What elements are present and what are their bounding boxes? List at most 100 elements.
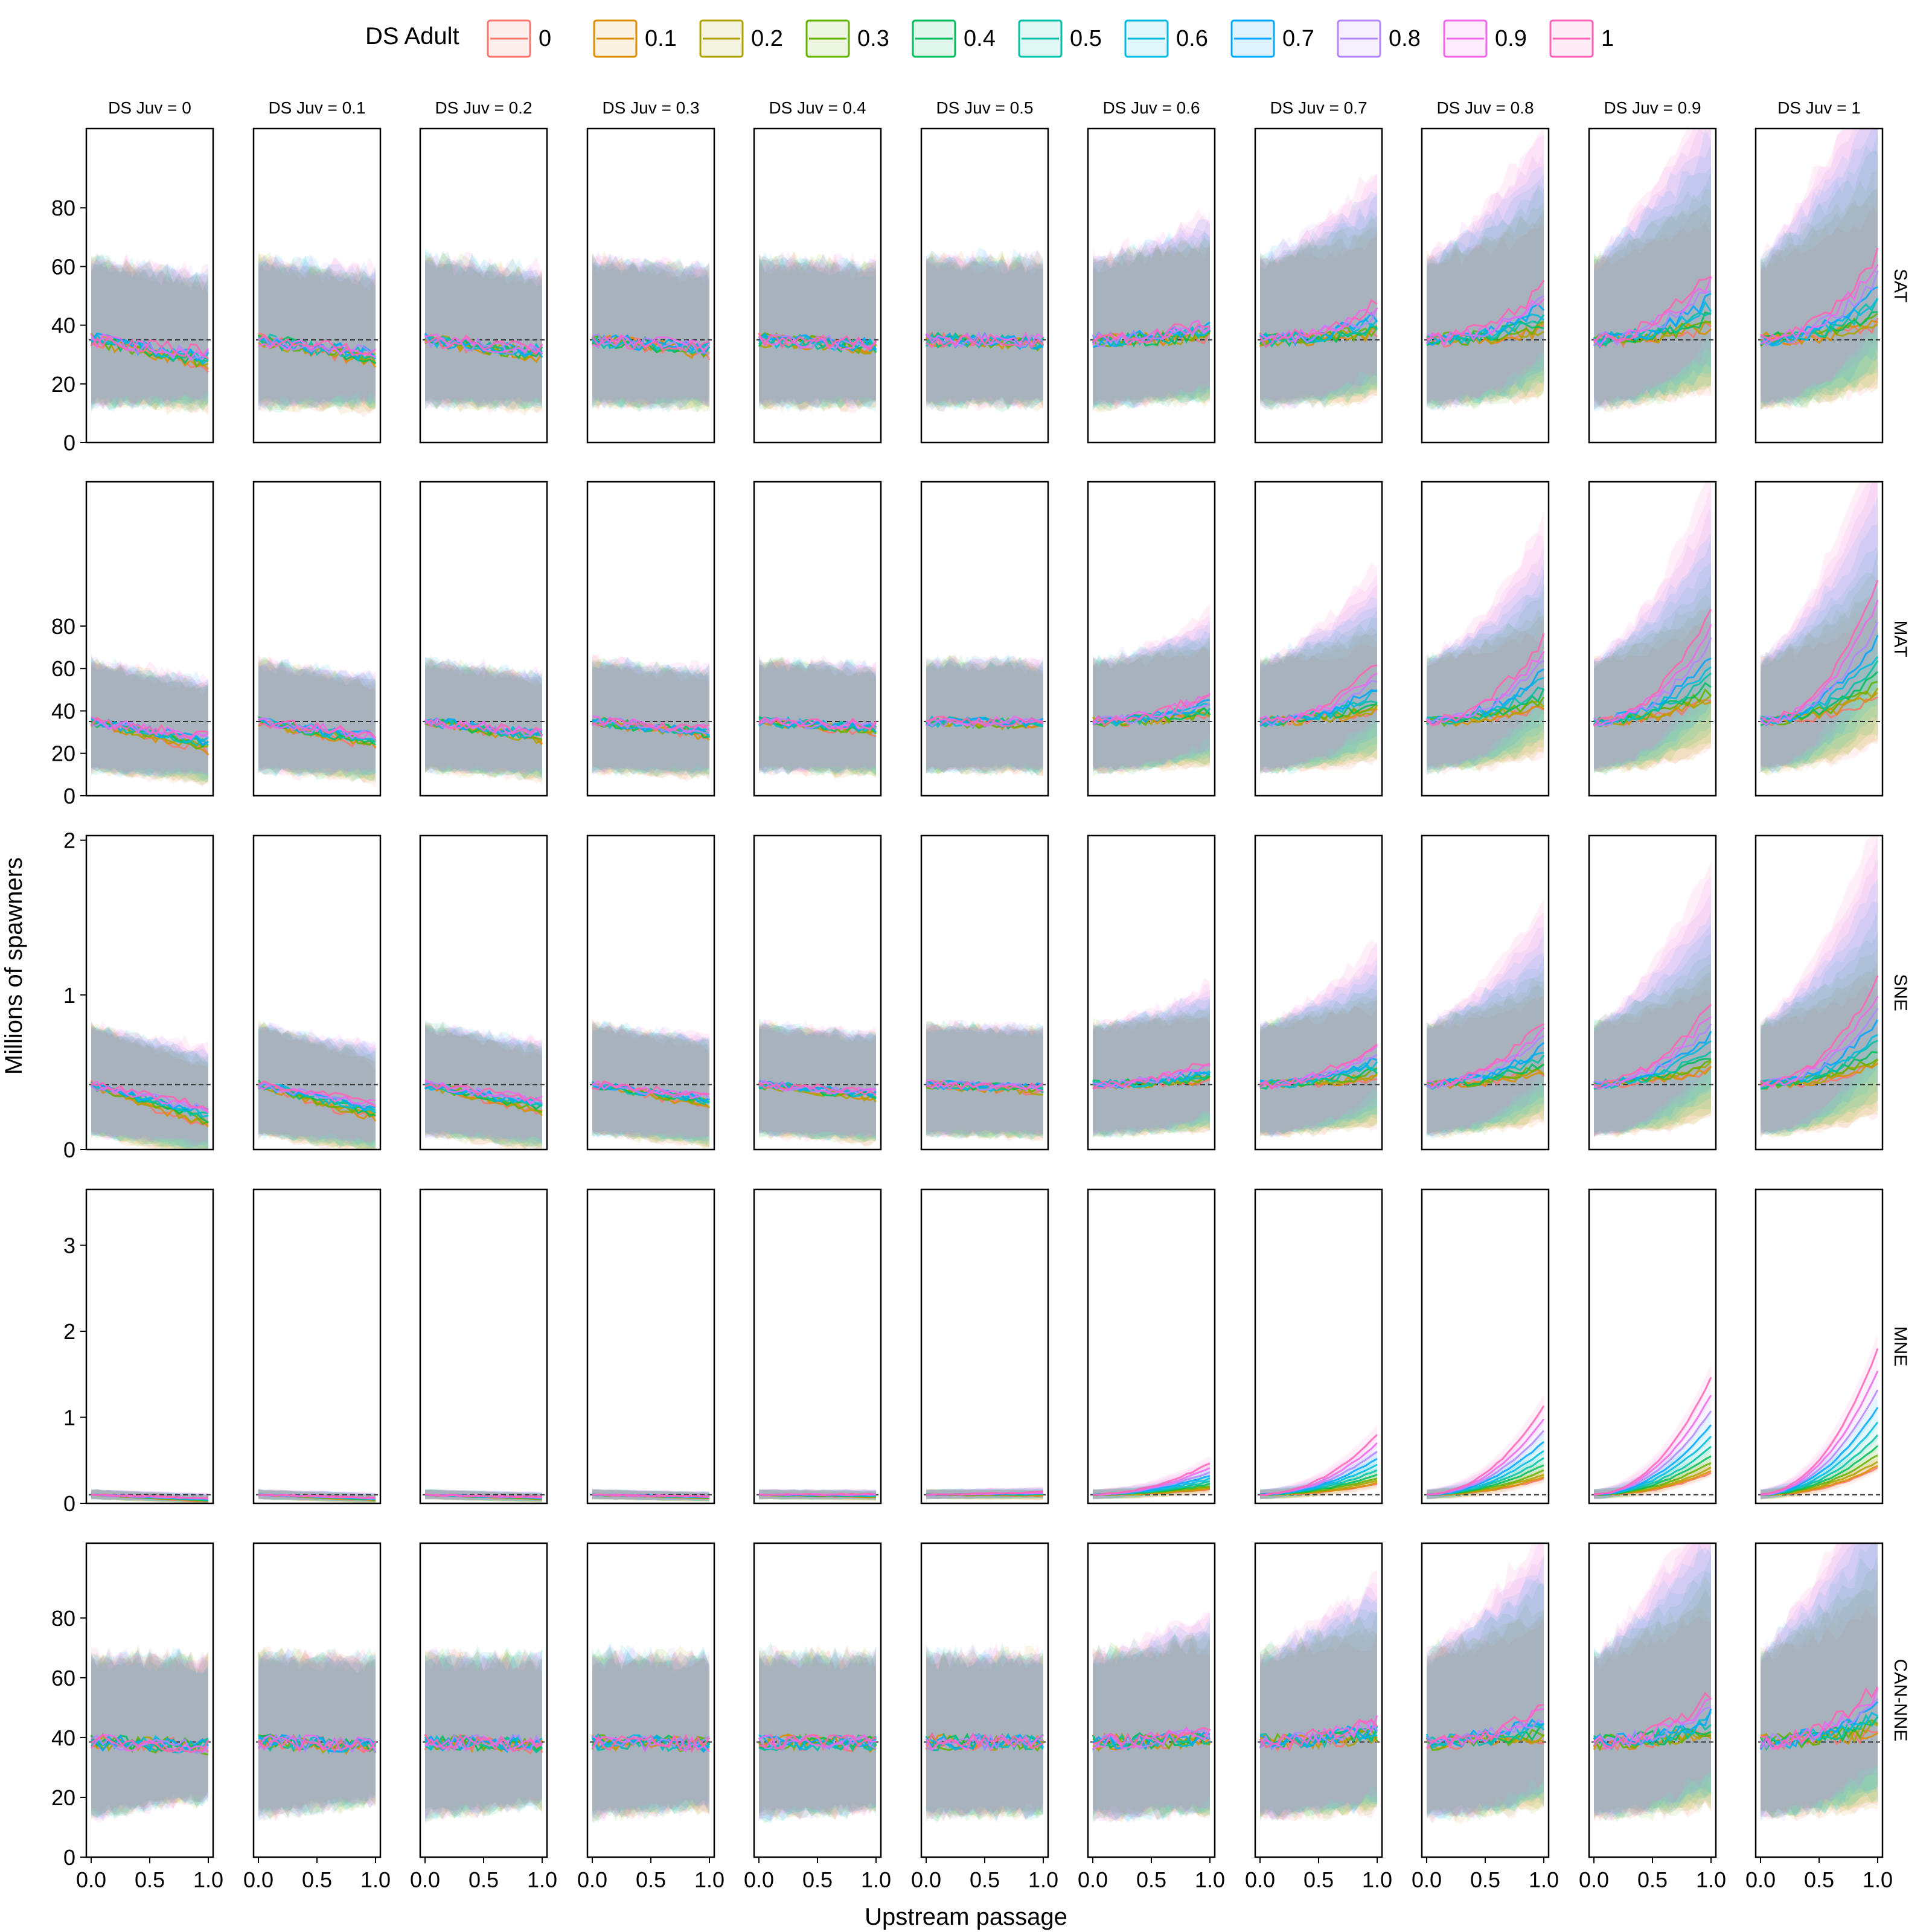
ribbon-ds-adult-0.4 — [258, 661, 376, 782]
series-line-ds-adult-1 — [1593, 1003, 1712, 1087]
panel-border — [1087, 834, 1216, 1151]
ribbon-ds-adult-0.6 — [1093, 1623, 1210, 1822]
ribbon-ds-adult-0.8 — [926, 656, 1043, 773]
panel-background — [1255, 836, 1382, 1150]
ribbon-ds-adult-0.1 — [425, 1648, 542, 1820]
ribbon-ds-adult-0.5 — [1761, 1543, 1878, 1818]
x-tick-label: 0.0 — [744, 1867, 774, 1892]
series-line-ds-adult-0.9 — [258, 718, 377, 740]
facet-row-label: MAT — [1890, 620, 1910, 657]
ribbon-ds-adult-0.4 — [425, 659, 542, 781]
panel-background — [254, 129, 380, 443]
series-line-ds-adult-1 — [1593, 1377, 1712, 1495]
facet-panel — [252, 1188, 382, 1505]
panel-border — [586, 834, 715, 1151]
y-tick-label: 80 — [51, 614, 75, 639]
ribbon-ds-adult-1 — [258, 657, 376, 776]
ribbon-ds-adult-0.5 — [425, 1645, 542, 1823]
ribbon-ds-adult-0.3 — [1594, 594, 1711, 774]
ribbon-ds-adult-0.2 — [1260, 1000, 1377, 1138]
facet-panel — [252, 481, 382, 797]
ribbon-ds-adult-0.9 — [1260, 1582, 1377, 1820]
ribbon-ds-adult-0.4 — [1594, 173, 1711, 409]
ribbon-ds-adult-0.3 — [1260, 626, 1377, 775]
ribbon-ds-adult-1 — [425, 1026, 542, 1142]
panel-border — [1421, 481, 1550, 797]
panel-background — [754, 129, 881, 443]
ribbon-ds-adult-1 — [1093, 605, 1210, 771]
ribbon-ds-adult-1 — [926, 1643, 1043, 1822]
ribbon-ds-adult-0.1 — [1260, 232, 1377, 407]
facet-panel — [920, 1542, 1049, 1858]
ribbon-ds-adult-0.7 — [425, 1647, 542, 1822]
ribbon-ds-adult-0.2 — [926, 249, 1043, 411]
ribbon-ds-adult-0.2 — [759, 1020, 876, 1145]
ribbon-ds-adult-0.6 — [1260, 1598, 1377, 1822]
series-line-ds-adult-0.6 — [1760, 1034, 1878, 1087]
series-line-ds-adult-1 — [1760, 248, 1879, 341]
facet-panel — [419, 1542, 548, 1858]
series-line-ds-adult-1 — [926, 1491, 1044, 1496]
ribbon-ds-adult-0.7 — [592, 1020, 709, 1141]
panel-background — [420, 1543, 547, 1857]
panel-border — [1588, 127, 1717, 444]
ribbon-ds-adult-0.2 — [1594, 972, 1711, 1137]
series-line-ds-adult-0.8 — [1426, 659, 1544, 724]
panel-background — [1756, 482, 1882, 796]
ribbon-ds-adult-0.4 — [926, 654, 1043, 776]
panel-border — [419, 1188, 548, 1505]
ribbon-ds-adult-0.9 — [926, 654, 1043, 774]
ribbon-ds-adult-0.1 — [592, 250, 709, 411]
facet-panel — [1254, 127, 1383, 444]
ribbon-ds-adult-0.3 — [91, 1644, 208, 1817]
ribbon-ds-adult-0.7 — [1260, 1593, 1377, 1819]
facet-column-label: DS Juv = 0.8 — [1436, 98, 1534, 117]
ribbon-ds-adult-0.7 — [425, 248, 542, 409]
legend-label: 0 — [539, 26, 551, 51]
series-line-ds-adult-0.9 — [424, 1735, 543, 1751]
facet-column-label: DS Juv = 0.4 — [769, 98, 866, 117]
panel-background — [1088, 129, 1215, 443]
series-line-ds-adult-0.9 — [258, 1083, 376, 1105]
facet-panel — [1588, 1542, 1717, 1858]
ribbon-ds-adult-0.7 — [1427, 167, 1544, 411]
panel-border — [252, 1188, 382, 1505]
series-line-ds-adult-1 — [424, 718, 543, 737]
series-line-ds-adult-1 — [592, 1493, 710, 1498]
ribbon-ds-adult-0.8 — [592, 1023, 709, 1142]
ribbon-ds-adult-0.1 — [1761, 970, 1878, 1137]
panel-background — [587, 482, 714, 796]
ribbon-ds-adult-0.5 — [1427, 958, 1544, 1137]
ribbon-ds-adult-0.6 — [926, 251, 1043, 411]
ribbon-ds-adult-0.3 — [926, 250, 1043, 411]
ribbon-ds-adult-0.7 — [258, 1026, 376, 1147]
series-line-ds-adult-1 — [424, 1083, 543, 1102]
panel-background — [1589, 1543, 1716, 1857]
facet-panel — [1087, 834, 1216, 1151]
series-line-ds-adult-0.4 — [1092, 1732, 1211, 1750]
ribbon-ds-adult-0.7 — [1260, 962, 1377, 1138]
facet-panel — [1421, 127, 1550, 444]
ribbon-ds-adult-0.3 — [1427, 1602, 1544, 1823]
ribbon-ds-adult-0.1 — [926, 656, 1043, 776]
ribbon-ds-adult-0.9 — [1594, 483, 1711, 769]
series-line-ds-adult-0.9 — [90, 333, 210, 360]
series-line-ds-adult-0.6 — [1426, 677, 1544, 726]
ribbon-ds-adult-0 — [1427, 1616, 1544, 1819]
x-tick-label: 1.0 — [1696, 1867, 1726, 1892]
ribbon-ds-adult-0 — [592, 254, 709, 412]
series-line-ds-adult-0.8 — [1759, 1698, 1879, 1750]
ribbon-ds-adult-0.4 — [91, 1649, 208, 1818]
panel-background — [1422, 1543, 1549, 1857]
series-line-ds-adult-0.9 — [91, 716, 209, 741]
ribbon-ds-adult-0.9 — [258, 1646, 376, 1818]
ribbon-ds-adult-0.3 — [425, 659, 542, 780]
panel-background — [86, 1543, 213, 1857]
ribbon-ds-adult-0.9 — [1260, 942, 1377, 1138]
ribbon-ds-adult-0.6 — [91, 1648, 208, 1820]
facet-panel — [85, 481, 214, 797]
ribbon-ds-adult-0.2 — [1761, 962, 1878, 1138]
ribbon-ds-adult-0.2 — [926, 1645, 1043, 1818]
ribbon-ds-adult-0.7 — [1093, 219, 1210, 409]
